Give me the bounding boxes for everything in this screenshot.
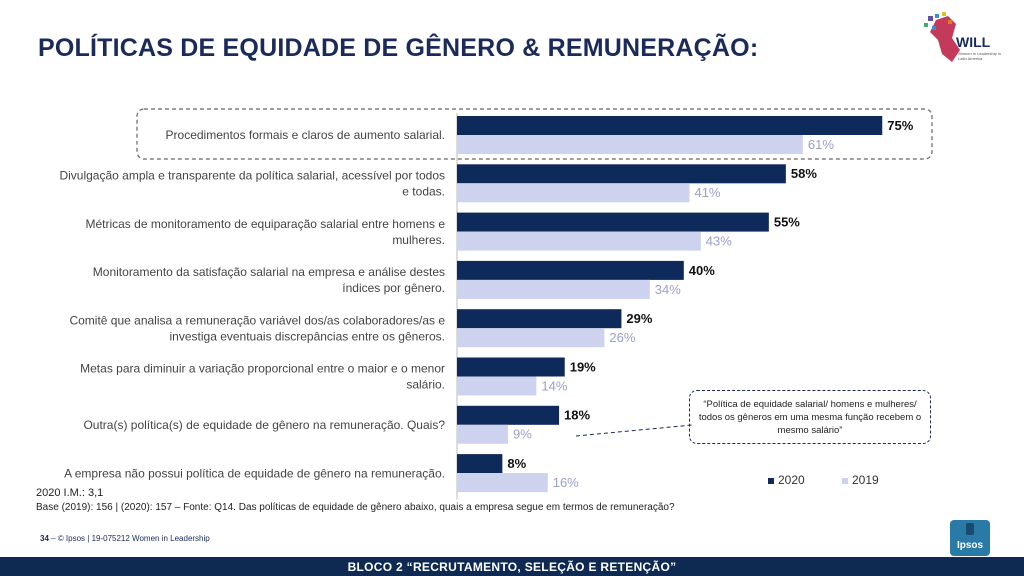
category-label: Procedimentos formais e claros de aument…: [166, 128, 445, 142]
data-label-2020: 8%: [507, 456, 526, 471]
logo-subtitle: Women in Leadership in Latin America: [958, 51, 1002, 61]
data-label-2019: 34%: [655, 282, 681, 297]
ipsos-logo: Ipsos: [950, 520, 990, 556]
data-label-2020: 18%: [564, 408, 590, 423]
bar-2020: [457, 164, 786, 184]
bar-2019: [457, 135, 803, 154]
data-label-2020: 19%: [570, 359, 596, 374]
bar-2020: [457, 260, 684, 280]
category-label: Outra(s) política(s) de equidade de gêne…: [83, 418, 445, 432]
bar-2019: [457, 231, 701, 251]
footer-copyright: – © Ipsos | 19-075212 Women in Leadershi…: [51, 534, 210, 543]
page-title: POLÍTICAS DE EQUIDADE DE GÊNERO & REMUNE…: [38, 34, 759, 62]
data-label-2019: 14%: [541, 378, 567, 393]
highlight-box: [136, 108, 933, 160]
category-label: investiga eventuais discrepâncias entre …: [170, 329, 446, 343]
legend-swatch-2020: [768, 478, 774, 484]
data-label-2019: 61%: [808, 137, 834, 152]
callout-box: “Política de equidade salarial/ homens e…: [689, 390, 931, 444]
section-title: BLOCO 2 “RECRUTAMENTO, SELEÇÃO E RETENÇÃ…: [347, 560, 677, 574]
im-note: 2020 I.M.: 3,1: [36, 487, 104, 499]
category-label: A empresa não possui política de equidad…: [64, 466, 445, 480]
data-label-2020: 58%: [791, 166, 817, 181]
callout-connector: [575, 424, 693, 437]
bar-2020: [457, 405, 560, 425]
data-label-2020: 40%: [689, 263, 715, 278]
category-label: salário.: [406, 378, 445, 392]
bar-2019: [457, 279, 650, 299]
bar-2020: [457, 454, 503, 474]
category-label: Comitê que analisa a remuneração variáve…: [69, 313, 445, 327]
category-label: Divulgação ampla e transparente da polít…: [59, 168, 445, 182]
footer-left: 34 – © Ipsos | 19-075212 Women in Leader…: [40, 534, 210, 543]
section-footer-bar: BLOCO 2 “RECRUTAMENTO, SELEÇÃO E RETENÇÃ…: [0, 557, 1024, 576]
category-label: índices por gênero.: [342, 281, 445, 295]
data-label-2020: 75%: [887, 118, 913, 133]
page-number: 34: [40, 534, 49, 543]
bar-2020: [457, 116, 883, 135]
category-label: Métricas de monitoramento de equiparação…: [85, 217, 445, 231]
data-label-2019: 16%: [553, 475, 579, 490]
category-label: e todas.: [402, 184, 445, 198]
bar-2019: [457, 473, 548, 493]
data-label-2019: 26%: [609, 330, 635, 345]
logo-name: WILL: [956, 34, 991, 50]
bar-2020: [457, 309, 622, 329]
base-note: Base (2019): 156 | (2020): 157 – Fonte: …: [36, 502, 675, 513]
bar-2019: [457, 183, 690, 203]
bar-2019: [457, 424, 509, 444]
bar-2019: [457, 328, 605, 348]
data-label-2019: 41%: [694, 185, 720, 200]
ipsos-brand: Ipsos: [956, 540, 984, 551]
bar-2020: [457, 212, 769, 232]
category-label: Metas para diminuir a variação proporcio…: [80, 362, 445, 376]
data-label-2020: 29%: [626, 311, 652, 326]
data-label-2019: 9%: [513, 427, 532, 442]
category-label: Monitoramento da satisfação salarial na …: [93, 265, 445, 279]
legend-label-2019: 2019: [852, 473, 879, 487]
data-label-2019: 43%: [706, 234, 732, 249]
bar-2020: [457, 357, 565, 377]
ipsos-logo-icon: [966, 523, 974, 535]
will-logo-icon: [924, 12, 960, 62]
bar-2019: [457, 376, 537, 396]
category-label: mulheres.: [392, 233, 445, 247]
legend-label-2020: 2020: [778, 473, 805, 487]
data-label-2020: 55%: [774, 215, 800, 230]
legend-swatch-2019: [842, 478, 848, 484]
